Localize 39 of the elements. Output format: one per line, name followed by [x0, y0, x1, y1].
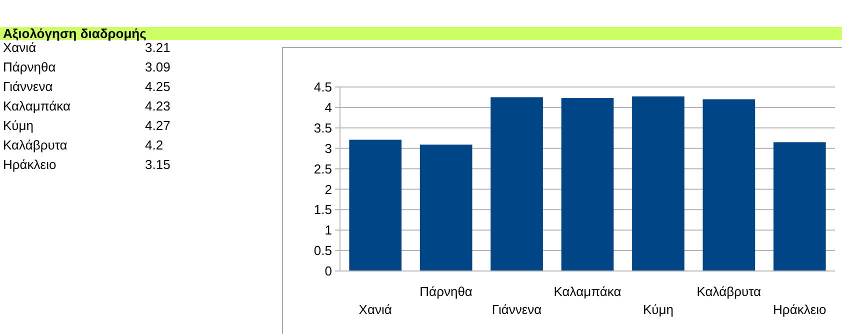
bar — [632, 96, 684, 271]
bar — [773, 142, 826, 271]
y-tick-label: 0.5 — [314, 243, 332, 258]
text: 4.25 — [145, 79, 170, 94]
category-label: Γιάννενα — [3, 79, 54, 94]
category-label: Ηράκλειο — [3, 157, 56, 172]
y-tick-label: 3 — [324, 140, 332, 156]
text: 4.27 — [145, 118, 170, 133]
text: 3.21 — [145, 40, 170, 55]
x-tick-label: Γιάννενα — [492, 302, 542, 317]
bar — [561, 98, 614, 271]
x-tick-label: Ηράκλειο — [773, 302, 826, 317]
y-tick-label: 4.5 — [314, 80, 332, 95]
x-tick-label: Χανιά — [358, 302, 392, 317]
category-label: Καλαμπάκα — [3, 98, 71, 114]
bar — [490, 97, 543, 271]
y-tick-label: 2.5 — [314, 161, 332, 176]
y-tick-label: 1.5 — [314, 202, 332, 218]
y-tick-label: 0 — [324, 264, 332, 279]
x-tick-label: Κύμη — [642, 302, 674, 317]
text: 4.23 — [145, 98, 170, 114]
text: 3.15 — [145, 157, 170, 172]
text: 4.2 — [145, 138, 164, 152]
text: Αξιολόγηση διαδρομής — [3, 26, 147, 41]
text: 3.09 — [145, 60, 170, 74]
y-tick-label: 2 — [324, 182, 332, 197]
category-label: Χανιά — [3, 40, 37, 55]
x-tick-label: Καλαμπάκα — [554, 284, 622, 299]
y-tick-label: 3.5 — [314, 120, 332, 136]
x-tick-label: Καλάβρυτα — [696, 284, 762, 299]
category-label: Κύμη — [3, 118, 34, 133]
bar — [420, 144, 472, 271]
bar — [702, 99, 756, 271]
category-label: Πάρνηθα — [3, 60, 56, 74]
x-tick-label: Πάρνηθα — [420, 284, 473, 299]
y-tick-label: 1 — [324, 222, 332, 238]
y-tick-label: 4 — [324, 100, 332, 115]
bar — [349, 140, 402, 271]
category-label: Καλάβρυτα — [3, 138, 68, 152]
